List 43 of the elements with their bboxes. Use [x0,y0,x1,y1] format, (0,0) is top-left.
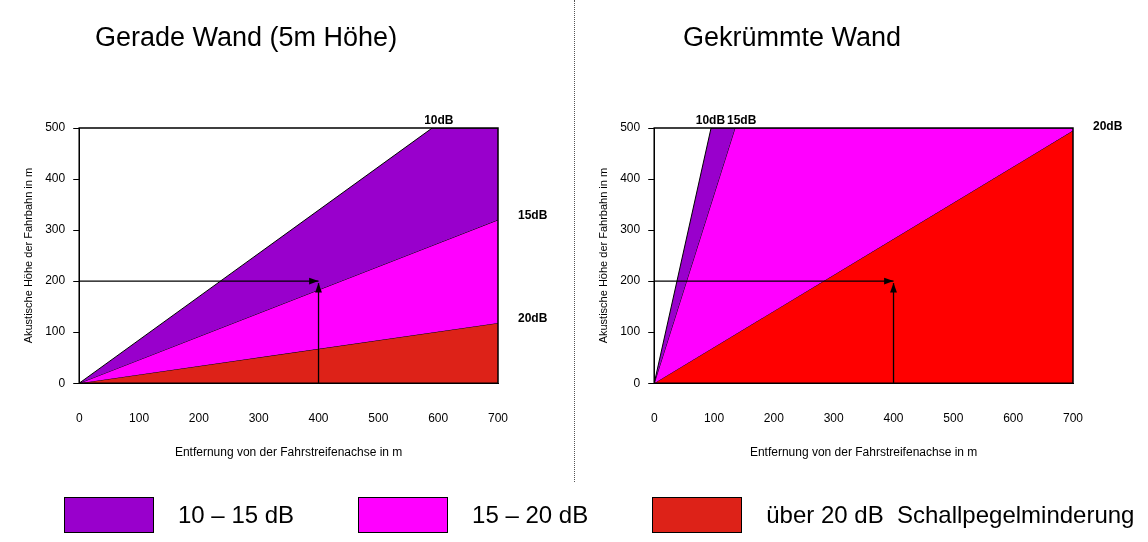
y-tick-label: 300 [620,222,641,237]
x-tick-label: 0 [75,410,83,425]
legend-label: über 20 dB Schallpegelminderung [766,501,1135,529]
x-tick-label: 700 [487,410,509,425]
legend-label: 15 – 20 dB [472,501,589,529]
x-tick-label: 0 [650,410,658,425]
y-tick-label: 100 [45,324,66,339]
x-tick-label: 100 [129,410,150,425]
y-tick-label: 500 [620,120,641,135]
y-axis-title: Akustische Höhe der Fahrbahn in m [596,167,609,344]
y-tick-label: 0 [633,375,641,390]
annotation: 20dB [518,311,548,326]
y-tick-label: 300 [45,222,66,237]
y-tick-label: 0 [58,375,66,390]
x-tick-label: 300 [248,410,270,425]
legend-label: 10 – 15 dB [178,501,295,529]
x-tick-label: 200 [763,410,785,425]
y-tick-label: 400 [620,171,641,186]
y-tick-label: 200 [620,273,641,288]
y-tick-label: 500 [45,120,66,135]
y-tick-label: 100 [620,324,641,339]
annotation: 10dB [424,113,454,128]
x-tick-label: 600 [1003,410,1024,425]
chart-title: Gekrümmte Wand [683,22,902,53]
x-tick-label: 400 [883,410,904,425]
x-tick-label: 400 [308,410,329,425]
y-axis-title: Akustische Höhe der Fahrbahn in m [21,167,34,344]
x-tick-label: 500 [943,410,964,425]
chart-title: Gerade Wand (5m Höhe) [95,22,398,53]
annotation: 15dB [518,208,548,223]
x-tick-label: 600 [428,410,449,425]
y-tick-label: 400 [45,171,66,186]
annotation: 10dB [695,113,726,128]
x-axis-title: Entfernung von der Fahrstreifenachse in m [749,445,978,460]
annotation: 15dB [726,113,757,128]
x-tick-label: 200 [188,410,210,425]
annotation: 20dB [1093,118,1123,133]
y-tick-label: 200 [45,273,66,288]
x-tick-label: 700 [1062,410,1084,425]
x-tick-label: 100 [704,410,725,425]
x-tick-label: 300 [823,410,845,425]
x-axis-title: Entfernung von der Fahrstreifenachse in m [174,445,403,460]
x-tick-label: 500 [368,410,389,425]
